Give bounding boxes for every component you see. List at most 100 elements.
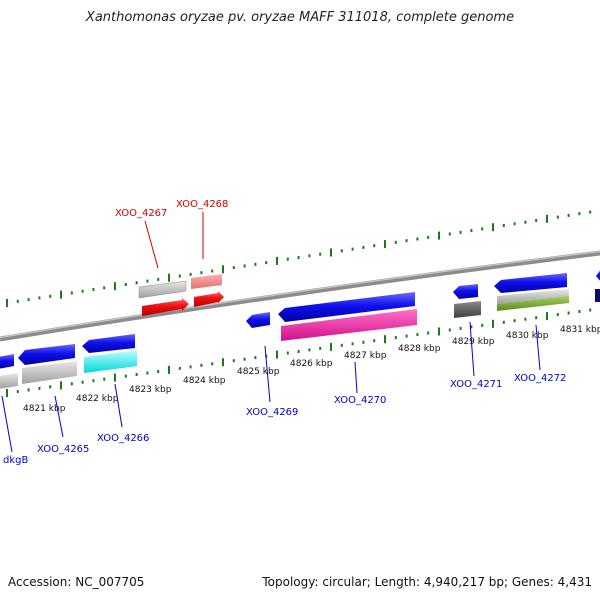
minor-tick bbox=[189, 272, 192, 276]
minor-tick bbox=[416, 333, 419, 337]
minor-tick bbox=[286, 351, 289, 355]
minor-tick bbox=[589, 210, 592, 214]
major-tick bbox=[276, 350, 278, 359]
gene-arrow[interactable] bbox=[0, 373, 18, 389]
minor-tick bbox=[157, 277, 160, 281]
minor-tick bbox=[362, 245, 365, 249]
leader-xoo-4271 bbox=[469, 321, 475, 377]
minor-tick bbox=[470, 229, 473, 233]
minor-tick bbox=[448, 232, 451, 236]
minor-tick bbox=[373, 339, 376, 343]
tick-label: 4821 kbp bbox=[23, 404, 66, 414]
gene-arrow-xoo-4268-strand[interactable] bbox=[194, 291, 224, 307]
minor-tick bbox=[394, 336, 397, 340]
gene-arrow-xoo-4265[interactable] bbox=[18, 344, 75, 365]
minor-tick bbox=[16, 299, 19, 303]
major-tick bbox=[6, 389, 8, 397]
gene-label-xoo-4272[interactable]: XOO_4272 bbox=[514, 373, 566, 384]
major-tick bbox=[330, 342, 332, 351]
gene-arrow-xoo-4266[interactable] bbox=[82, 334, 135, 353]
minor-tick bbox=[513, 222, 516, 226]
major-tick bbox=[438, 231, 440, 240]
gene-label-xoo-4268[interactable]: XOO_4268 bbox=[176, 199, 228, 210]
minor-tick bbox=[200, 363, 203, 367]
gene-label-xoo-4269[interactable]: XOO_4269 bbox=[246, 407, 298, 418]
minor-tick bbox=[535, 316, 538, 320]
minor-tick bbox=[211, 362, 214, 366]
minor-tick bbox=[254, 262, 257, 266]
minor-tick bbox=[92, 379, 95, 383]
genome-backbone bbox=[0, 250, 600, 342]
gene-labels: XOO_4267 XOO_4268 dkgB XOO_4265 XOO_4266… bbox=[3, 199, 566, 466]
minor-tick bbox=[589, 308, 592, 312]
minor-tick bbox=[351, 247, 354, 251]
minor-tick bbox=[178, 274, 181, 278]
gene-arrow[interactable] bbox=[454, 301, 481, 318]
gene-arrow-dkgb[interactable] bbox=[0, 354, 14, 369]
minor-tick bbox=[481, 227, 484, 231]
minor-tick bbox=[470, 325, 473, 329]
tick-label: 4824 kbp bbox=[183, 376, 226, 386]
genome-stats-label: Topology: circular; Length: 4,940,217 bp… bbox=[262, 575, 592, 589]
minor-tick bbox=[524, 220, 527, 224]
minor-tick bbox=[578, 212, 581, 216]
leader-xoo-4272 bbox=[535, 324, 541, 371]
minor-tick bbox=[135, 373, 138, 376]
minor-tick bbox=[70, 291, 73, 295]
minor-tick bbox=[189, 365, 192, 369]
gene-arrow-xoo-4272[interactable] bbox=[494, 273, 567, 293]
minor-tick bbox=[92, 288, 95, 291]
gene-arrow[interactable] bbox=[497, 289, 569, 304]
outer-tick-row bbox=[6, 210, 592, 307]
gene-label-xoo-4266[interactable]: XOO_4266 bbox=[97, 433, 149, 444]
minor-tick bbox=[427, 235, 430, 239]
minor-tick bbox=[556, 313, 559, 317]
minor-tick bbox=[578, 310, 581, 313]
tick-label: 4825 kbp bbox=[237, 367, 280, 377]
gene-arrow-xoo-4267[interactable] bbox=[142, 298, 189, 316]
gene-label-xoo-4271[interactable]: XOO_4271 bbox=[450, 379, 502, 390]
gene-arrow-xoo-4271[interactable] bbox=[453, 284, 478, 299]
gene-arrow-xoo-4268[interactable] bbox=[191, 274, 222, 289]
minor-tick bbox=[340, 343, 343, 347]
minor-tick bbox=[297, 256, 300, 259]
tick-labels: 4821 kbp 4822 kbp 4823 kbp 4824 kbp 4825… bbox=[23, 325, 600, 414]
minor-tick bbox=[362, 340, 365, 344]
minor-tick bbox=[178, 366, 181, 370]
major-tick bbox=[60, 290, 62, 299]
tick-label: 4822 kbp bbox=[76, 394, 119, 404]
gene-arrow-xoo-4270-magenta[interactable] bbox=[281, 309, 417, 341]
gene-arrow[interactable] bbox=[596, 268, 600, 283]
minor-tick bbox=[556, 215, 559, 219]
major-tick bbox=[438, 327, 440, 336]
major-tick bbox=[168, 273, 170, 282]
major-tick bbox=[114, 373, 116, 382]
minor-tick bbox=[124, 374, 127, 378]
minor-tick bbox=[243, 264, 246, 268]
gene-arrow[interactable] bbox=[84, 350, 137, 373]
gene-arrow-xoo-4270[interactable] bbox=[278, 292, 415, 322]
minor-tick bbox=[124, 283, 127, 286]
minor-tick bbox=[49, 385, 52, 389]
gene-arrow[interactable] bbox=[497, 296, 569, 311]
gene-arrow[interactable] bbox=[22, 361, 77, 384]
minor-tick bbox=[146, 279, 149, 283]
gene-label-xoo-4270[interactable]: XOO_4270 bbox=[334, 395, 386, 406]
minor-tick bbox=[416, 237, 419, 241]
accession-label: Accession: NC_007705 bbox=[8, 575, 145, 589]
minor-tick bbox=[27, 298, 30, 302]
minor-tick bbox=[211, 269, 214, 273]
tick-label: 4830 kbp bbox=[506, 331, 549, 341]
minor-tick bbox=[38, 386, 41, 390]
minor-tick bbox=[502, 224, 505, 227]
minor-tick bbox=[524, 317, 527, 321]
gene-label-xoo-4267[interactable]: XOO_4267 bbox=[115, 208, 167, 219]
gene-label-dkgb[interactable]: dkgB bbox=[3, 455, 28, 466]
gene-arrow[interactable] bbox=[138, 280, 187, 299]
minor-tick bbox=[405, 334, 408, 338]
gene-arrow-xoo-4269[interactable] bbox=[246, 312, 270, 328]
gene-label-xoo-4265[interactable]: XOO_4265 bbox=[37, 444, 89, 455]
major-tick bbox=[546, 312, 548, 321]
gene-arrow[interactable] bbox=[595, 289, 600, 302]
